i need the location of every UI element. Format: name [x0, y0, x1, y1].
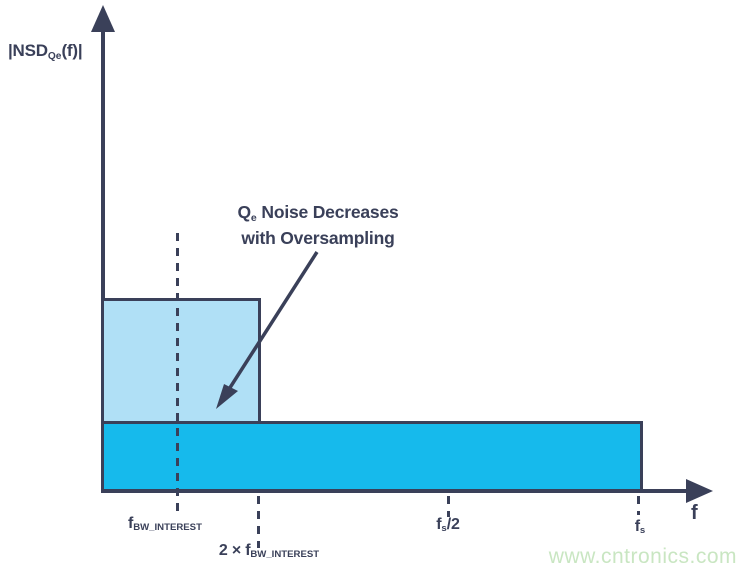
dashed-tick-fs-half: [447, 496, 450, 517]
tick-bw-main: f: [128, 515, 134, 532]
annotation-line1-main: Q: [237, 202, 251, 222]
annotation-line1-rest: Noise Decreases: [256, 202, 399, 222]
tick-fs2-suffix: /2: [446, 516, 460, 533]
tick-fs2-sub: s: [441, 523, 447, 535]
tick-fs2-main: f: [436, 516, 442, 533]
y-axis-label-sub: Qe: [47, 50, 62, 62]
y-axis-arrowhead-icon: [91, 5, 115, 32]
annotation-line2: with Oversampling: [241, 228, 395, 248]
x-axis-arrowhead-icon: [686, 479, 713, 503]
tick-2bw-sub: BW_INTEREST: [250, 549, 320, 561]
annotation-arrow-icon: [216, 251, 319, 409]
y-axis-label-main: |NSD: [8, 41, 48, 60]
tick-label-fs: fs: [600, 518, 680, 536]
dashed-line-2x-f-bw-interest: [257, 496, 260, 548]
tick-2bw-prefix: 2 ×: [218, 542, 246, 559]
watermark-text: www.cntronics.com: [548, 545, 737, 568]
tick-fs-sub: s: [639, 525, 646, 537]
tick-bw-sub: BW_INTEREST: [133, 522, 202, 534]
tick-label-fs-half: fs/2: [408, 516, 488, 534]
y-axis-label-suffix: (f)|: [61, 41, 83, 60]
dashed-line-f-bw-interest: [176, 233, 179, 515]
tick-2bw-main: f: [245, 542, 251, 559]
y-axis-label: |NSDQe(f)|: [8, 41, 83, 62]
x-axis-label: f: [691, 502, 698, 524]
y-axis: [101, 24, 105, 492]
tick-fs-main: f: [634, 518, 640, 535]
dashed-tick-fs: [637, 496, 640, 515]
tick-label-2x-f-bw-interest: 2 × fBW_INTEREST: [189, 542, 349, 560]
low-nsd-rectangle: [101, 421, 643, 492]
tick-label-f-bw-interest: fBW_INTEREST: [95, 515, 235, 533]
annotation-line1-sub: e: [250, 211, 257, 224]
annotation-text: Qe Noise Decreases with Oversampling: [212, 201, 424, 250]
high-nsd-rectangle: [101, 298, 261, 424]
